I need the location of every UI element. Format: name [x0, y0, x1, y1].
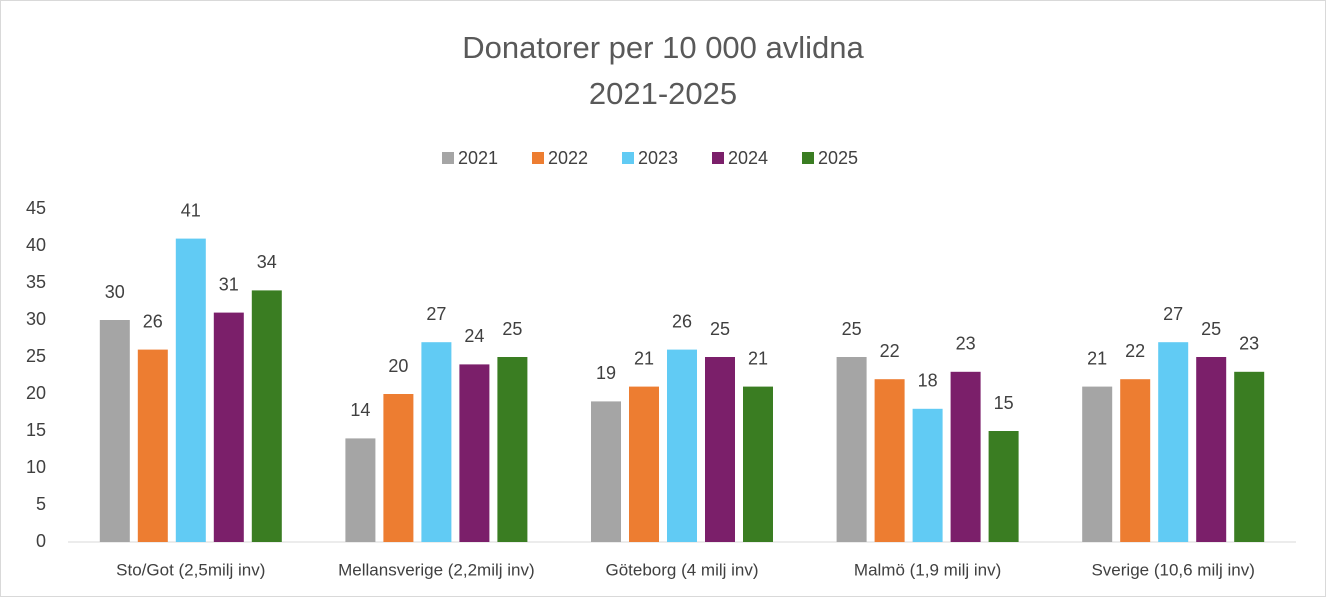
bar — [874, 379, 905, 542]
y-tick-label: 20 — [26, 383, 46, 403]
y-tick-label: 15 — [26, 420, 46, 440]
bar — [836, 357, 867, 542]
bar — [421, 342, 452, 542]
data-label: 22 — [1125, 341, 1145, 361]
bar — [1120, 379, 1151, 542]
x-tick-label: Mellansverige (2,2milj inv) — [338, 560, 535, 579]
data-label: 25 — [842, 319, 862, 339]
data-label: 30 — [105, 282, 125, 302]
data-label: 23 — [956, 334, 976, 354]
bar — [667, 349, 697, 542]
data-label: 27 — [426, 304, 446, 324]
data-label: 19 — [596, 363, 616, 383]
bar — [383, 394, 414, 542]
bar — [950, 371, 981, 542]
bar — [175, 238, 206, 542]
bar — [213, 312, 244, 542]
data-label: 21 — [1087, 348, 1107, 368]
y-tick-label: 40 — [26, 235, 46, 255]
bar — [629, 386, 659, 542]
data-label: 21 — [748, 348, 768, 368]
bar — [988, 431, 1019, 542]
bar — [743, 386, 773, 542]
data-label: 23 — [1239, 334, 1259, 354]
data-label: 34 — [257, 252, 277, 272]
data-label: 26 — [672, 311, 692, 331]
data-label: 27 — [1163, 304, 1183, 324]
y-tick-label: 10 — [26, 457, 46, 477]
data-label: 31 — [219, 274, 239, 294]
data-label: 25 — [710, 319, 730, 339]
bar — [1234, 371, 1265, 542]
chart-subtitle: 2021-2025 — [589, 76, 737, 111]
bar — [345, 438, 376, 542]
y-tick-label: 35 — [26, 272, 46, 292]
legend-swatch — [532, 152, 544, 164]
data-label: 14 — [350, 400, 370, 420]
data-label: 41 — [181, 200, 201, 220]
bar — [99, 320, 130, 542]
y-tick-label: 0 — [36, 531, 46, 551]
x-tick-label: Göteborg (4 milj inv) — [605, 560, 758, 579]
y-tick-label: 30 — [26, 309, 46, 329]
x-tick-label: Malmö (1,9 milj inv) — [854, 560, 1001, 579]
y-tick-label: 5 — [36, 494, 46, 514]
bar — [705, 357, 735, 542]
bar — [912, 408, 943, 542]
legend-label: 2024 — [728, 148, 768, 168]
data-label: 15 — [994, 393, 1014, 413]
data-label: 25 — [1201, 319, 1221, 339]
x-tick-label: Sverige (10,6 milj inv) — [1091, 560, 1254, 579]
x-tick-label: Sto/Got (2,5milj inv) — [116, 560, 265, 579]
bar — [1158, 342, 1189, 542]
legend-label: 2023 — [638, 148, 678, 168]
legend-label: 2022 — [548, 148, 588, 168]
data-label: 26 — [143, 311, 163, 331]
bar — [497, 357, 528, 542]
legend-swatch — [442, 152, 454, 164]
bar — [591, 401, 621, 542]
bar — [251, 290, 282, 542]
chart-title: Donatorer per 10 000 avlidna — [462, 30, 864, 65]
legend-label: 2025 — [818, 148, 858, 168]
legend-label: 2021 — [458, 148, 498, 168]
legend-swatch — [622, 152, 634, 164]
bar — [1082, 386, 1113, 542]
legend-swatch — [712, 152, 724, 164]
legend-swatch — [802, 152, 814, 164]
data-label: 25 — [502, 319, 522, 339]
data-label: 18 — [918, 371, 938, 391]
bar — [1196, 357, 1227, 542]
data-label: 24 — [464, 326, 484, 346]
data-label: 21 — [634, 348, 654, 368]
y-tick-label: 45 — [26, 198, 46, 218]
y-tick-label: 25 — [26, 346, 46, 366]
data-label: 20 — [388, 356, 408, 376]
bar — [137, 349, 168, 542]
bar — [459, 364, 490, 542]
data-label: 22 — [880, 341, 900, 361]
